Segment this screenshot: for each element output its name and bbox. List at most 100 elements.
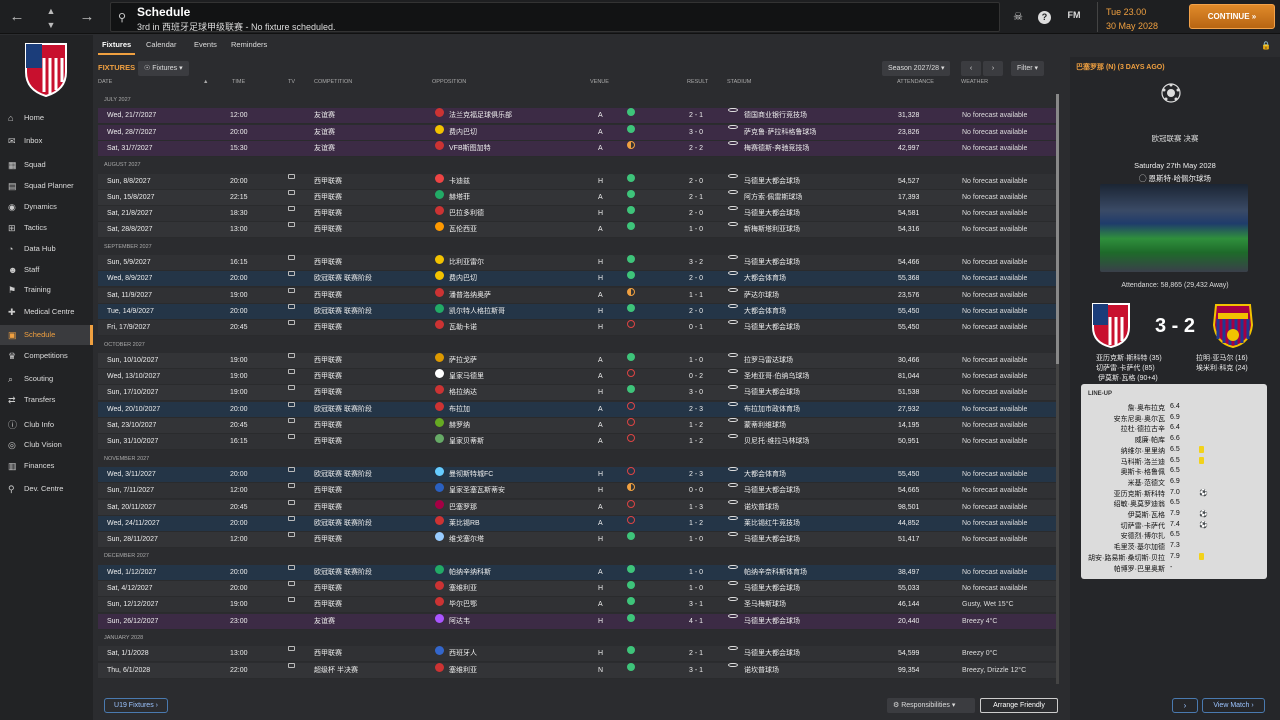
sidebar-item-training[interactable]: ⚑ Training <box>0 280 93 300</box>
lineup-player[interactable]: 毛里茨·基尔加德 7.3 <box>1081 542 1267 552</box>
lineup-player[interactable]: 米基·范德文 6.9 <box>1081 478 1267 488</box>
fixture-row[interactable]: Sun, 12/12/2027 19:00 西甲联赛 毕尔巴鄂 A 3 - 1 圣马梅斯球场… <box>98 597 1056 614</box>
skull-icon[interactable]: ☠ <box>1013 11 1023 23</box>
lineup-player[interactable]: 詹·奥布拉克 6.4 <box>1081 403 1267 413</box>
scrollbar-thumb[interactable] <box>1056 94 1059 364</box>
sidebar-item-medical-centre[interactable]: ✚ Medical Centre <box>0 302 93 322</box>
sidebar-item-finances[interactable]: ▥ Finances <box>0 456 93 476</box>
sidebar-item-dev-centre[interactable]: ⚲ Dev. Centre <box>0 479 93 499</box>
lineup-player[interactable]: 拉杜·德拉古辛 6.4 <box>1081 424 1267 434</box>
fixture-row[interactable]: Sat, 21/8/2027 18:30 西甲联赛 巴拉多利德 H 2 - 0 马德里大都会… <box>98 206 1056 223</box>
lineup-player[interactable]: 纳维尔·里里纳 6.5 <box>1081 445 1267 456</box>
fixture-row[interactable]: Wed, 8/9/2027 20:00 欧冠联赛 联赛阶段 费内巴切 H 2 - 0 大都会… <box>98 271 1056 288</box>
lineup-player[interactable]: 胡安·路易斯·桑切斯·贝拉 7.9 <box>1081 552 1267 563</box>
lineup-player[interactable]: 伊莫斯·瓦格 7.9 ⚽ <box>1081 510 1267 520</box>
sidebar-item-competitions[interactable]: ♛ Competitions <box>0 346 93 366</box>
arrange-friendly-button[interactable]: Arrange Friendly <box>980 698 1058 713</box>
search-title-box[interactable]: ⚲ Schedule 3rd in 西班牙足球甲级联赛 - No fixture… <box>110 2 1000 32</box>
tab-events[interactable]: Events <box>194 40 217 49</box>
fixture-row[interactable]: Wed, 24/11/2027 20:00 欧冠联赛 联赛阶段 莱比锡RB A 1 - 2… <box>98 515 1056 532</box>
col-tv[interactable]: TV <box>288 79 296 85</box>
tab-reminders[interactable]: Reminders <box>231 40 268 49</box>
fixture-row[interactable]: Sun, 5/9/2027 16:15 西甲联赛 比利亚雷尔 H 3 - 2 马德里大都会球… <box>98 255 1056 271</box>
sidebar-item-data-hub[interactable]: ◔ Data Hub <box>0 239 93 259</box>
tab-calendar[interactable]: Calendar <box>146 40 177 49</box>
help-icon[interactable]: ? <box>1038 11 1051 24</box>
down-arrow-icon[interactable]: ▼ <box>46 20 56 30</box>
col-weather[interactable]: WEATHER <box>961 79 989 85</box>
sidebar-item-scouting[interactable]: ⌕ Scouting <box>0 369 93 389</box>
fixture-row[interactable]: Sat, 23/10/2027 20:45 西甲联赛 赫罗纳 A 1 - 2 蒙蒂利维球场 1… <box>98 418 1056 434</box>
fixture-row[interactable]: Wed, 3/11/2027 20:00 欧冠联赛 联赛阶段 曼彻斯特城FC H 2 - … <box>98 466 1056 483</box>
fixture-row[interactable]: Sun, 28/11/2027 12:00 西甲联赛 维戈塞尔塔 H 1 - 0 马德里大都… <box>98 532 1056 549</box>
col-attendance[interactable]: ATTENDANCE <box>897 79 934 85</box>
next-match-button[interactable]: › <box>1172 698 1198 713</box>
fixture-row[interactable]: Thu, 6/1/2028 22:00 超级杯 半决赛 塞维利亚 N 3 - 1 诺坎普球场… <box>98 662 1056 679</box>
fm-menu-icon[interactable]: FM <box>1067 10 1081 20</box>
fixture-row[interactable]: Sun, 15/8/2027 22:15 西甲联赛 赫塔菲 A 2 - 1 阿方索·佩雷斯球… <box>98 189 1056 206</box>
fixture-row[interactable]: Wed, 21/7/2027 12:00 友谊赛 法兰克福足球俱乐部 A 2 - 1 德国商… <box>98 108 1056 125</box>
fixture-row[interactable]: Wed, 20/10/2027 20:00 欧冠联赛 联赛阶段 布拉加 A 2 - 3 布拉… <box>98 401 1056 418</box>
sidebar-item-squad-planner[interactable]: ▤ Squad Planner <box>0 176 93 196</box>
lineup-player[interactable]: 安德烈·博尔扎 6.5 <box>1081 531 1267 541</box>
col-time[interactable]: TIME <box>232 79 246 85</box>
fixture-row[interactable]: Wed, 13/10/2027 19:00 西甲联赛 皇家马德里 A 0 - 2 圣地亚哥·… <box>98 369 1056 386</box>
lineup-player[interactable]: 切萨雷·卡萨代 7.4 ⚽ <box>1081 521 1267 531</box>
col-opposition[interactable]: OPPOSITION <box>432 79 467 85</box>
col-venue[interactable]: VENUE <box>590 79 609 85</box>
view-dropdown[interactable]: ☉ Fixtures ▾ <box>138 61 189 76</box>
tab-fixtures[interactable]: Fixtures <box>98 37 136 55</box>
fixture-row[interactable]: Sun, 26/12/2027 23:00 友谊赛 阿达韦 H 4 - 1 马德里大都会球场… <box>98 613 1056 630</box>
sidebar-item-squad[interactable]: ▦ Squad <box>0 155 93 175</box>
next-season-button[interactable]: › <box>983 61 1003 76</box>
lock-icon[interactable]: 🔒 <box>1261 41 1271 50</box>
back-arrow-icon[interactable]: ← <box>9 8 25 25</box>
filter-dropdown[interactable]: Filter ▾ <box>1011 61 1045 76</box>
up-arrow-icon[interactable]: ▲ <box>46 6 56 16</box>
sort-arrow-icon[interactable]: ▲ <box>203 79 209 85</box>
lineup-player[interactable]: 安东尼奥·奥尔瓦 6.9 <box>1081 414 1267 424</box>
fixture-row[interactable]: Sat, 20/11/2027 20:45 西甲联赛 巴塞罗那 A 1 - 3 诺坎普球场 9… <box>98 499 1056 516</box>
fixture-row[interactable]: Wed, 1/12/2027 20:00 欧冠联赛 联赛阶段 帕纳辛纳科斯 A 1 - 0… <box>98 564 1056 581</box>
lineup-player[interactable]: 奥斯卡·格鲁佩 6.5 <box>1081 467 1267 477</box>
col-competition[interactable]: COMPETITION <box>314 79 353 85</box>
col-stadium[interactable]: STADIUM <box>727 79 752 85</box>
lineup-player[interactable]: 马科斯·洛兰迪 6.5 <box>1081 456 1267 467</box>
fixture-row[interactable]: Wed, 28/7/2027 20:00 友谊赛 费内巴切 A 3 - 0 萨克鲁·萨拉科格… <box>98 124 1056 141</box>
fixture-row[interactable]: Sat, 31/7/2027 15:30 友谊赛 VFB斯图加特 A 2 - 2 梅赛德斯-… <box>98 140 1056 157</box>
fixture-row[interactable]: Sun, 8/8/2027 20:00 西甲联赛 卡迪兹 H 2 - 0 马德里大都会球场 5… <box>98 173 1056 190</box>
prev-season-button[interactable]: ‹ <box>961 61 981 76</box>
fixture-row[interactable]: Sat, 11/9/2027 19:00 西甲联赛 潘普洛纳奥萨 A 1 - 1 萨达尔球场… <box>98 287 1056 304</box>
continue-button[interactable]: CONTINUE » <box>1189 4 1275 29</box>
lineup-player[interactable]: 帕博罗·巴里奥斯 - <box>1081 564 1267 574</box>
responsibilities-dropdown[interactable]: ⚙ Responsibilities ▾ <box>887 698 975 713</box>
sidebar-item-dynamics[interactable]: ◉ Dynamics <box>0 197 93 217</box>
u19-fixtures-button[interactable]: U19 Fixtures › <box>104 698 168 713</box>
lineup-player[interactable]: 绍敏·奥莫罗迪翁 6.5 <box>1081 499 1267 509</box>
lineup-player[interactable]: 亚历克斯·斯科特 7.0 ⚽ <box>1081 489 1267 499</box>
lineup-player[interactable]: 威廉·帕库 6.6 <box>1081 435 1267 445</box>
fixture-row[interactable]: Sat, 4/12/2027 20:00 西甲联赛 塞维利亚 H 1 - 0 马德里大都会球… <box>98 581 1056 597</box>
sidebar-item-schedule[interactable]: ▣ Schedule <box>0 325 93 345</box>
col-date[interactable]: DATE <box>98 79 113 85</box>
fixture-row[interactable]: Sat, 1/1/2028 13:00 西甲联赛 西班牙人 H 2 - 1 马德里大都会球场… <box>98 646 1056 663</box>
sidebar-item-inbox[interactable]: ✉ Inbox <box>0 131 93 151</box>
fixture-row[interactable]: Sun, 31/10/2027 16:15 西甲联赛 皇家贝蒂斯 A 1 - 2 贝尼托·维… <box>98 434 1056 451</box>
sidebar-item-transfers[interactable]: ⇄ Transfers <box>0 390 93 410</box>
fixture-row[interactable]: Sun, 17/10/2027 19:00 西甲联赛 格拉纳达 H 3 - 0 马德里大都会… <box>98 385 1056 402</box>
scrollbar-track[interactable] <box>1056 94 1059 684</box>
sidebar-item-club-info[interactable]: ⓘ Club Info <box>0 415 93 435</box>
sidebar-item-tactics[interactable]: ⊞ Tactics <box>0 218 93 238</box>
search-icon[interactable]: ⚲ <box>118 12 127 24</box>
fixture-row[interactable]: Sun, 10/10/2027 19:00 西甲联赛 萨拉戈萨 A 1 - 0 拉罗马雷达球… <box>98 352 1056 369</box>
forward-arrow-icon[interactable]: → <box>79 8 95 25</box>
sidebar-item-club-vision[interactable]: ◎ Club Vision <box>0 435 93 455</box>
fixture-row[interactable]: Fri, 17/9/2027 20:45 西甲联赛 瓦勒卡诺 H 0 - 1 马德里大都会球… <box>98 320 1056 337</box>
view-match-button[interactable]: View Match › <box>1202 698 1265 713</box>
sidebar-item-home[interactable]: ⌂ Home <box>0 108 93 128</box>
season-dropdown[interactable]: Season 2027/28 ▾ <box>882 61 951 76</box>
fixture-row[interactable]: Sun, 7/11/2027 12:00 西甲联赛 皇家圣塞瓦斯蒂安 H 0 - 0 马德里… <box>98 483 1056 500</box>
fixture-row[interactable]: Sat, 28/8/2027 13:00 西甲联赛 瓦伦西亚 A 1 - 0 新梅斯塔利亚球… <box>98 222 1056 239</box>
fixture-row[interactable]: Tue, 14/9/2027 20:00 欧冠联赛 联赛阶段 凯尔特人格拉斯哥 H 2 -… <box>98 303 1056 320</box>
col-result[interactable]: RESULT <box>687 79 709 85</box>
